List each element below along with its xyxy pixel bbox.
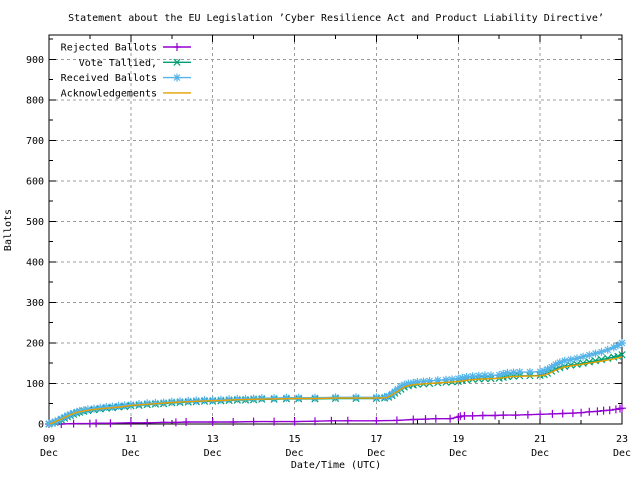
xtick-label-month-19: Dec (449, 448, 467, 459)
xtick-label-month-9: Dec (40, 448, 58, 459)
legend-label-received-ballots: Received Ballots (61, 73, 157, 84)
xtick-label-day-17: 17 (370, 434, 382, 445)
ytick-label-700: 700 (26, 136, 44, 147)
axis-layer: 0 100 200 300 400 500 600 700 800 900 09 Dec 11 Dec 13… (26, 34, 631, 459)
xtick-label-day-13: 13 (207, 434, 219, 445)
xtick-label-month-11: Dec (122, 448, 140, 459)
series-markers-vote-tallied (45, 351, 626, 428)
legend-item-acknowledgements: Acknowledgements (61, 88, 191, 99)
xtick-label-day-19: 19 (452, 434, 464, 445)
series-acknowledgements (48, 356, 623, 425)
legend: Rejected Ballots Vote Tallied, Received Ba… (61, 43, 191, 99)
chart-title: Statement about the EU Legislation ’Cybe… (68, 13, 604, 24)
plot-border (48, 34, 623, 425)
xtick-label-month-17: Dec (367, 448, 385, 459)
legend-item-vote-tallied: Vote Tallied, (79, 58, 191, 69)
xtick-label-day-23: 23 (616, 434, 628, 445)
legend-sample-marker-rejected-ballots (173, 43, 181, 51)
ytick-label-600: 600 (26, 176, 44, 187)
ytick-label-500: 500 (26, 217, 44, 228)
ytick-label-900: 900 (26, 55, 44, 66)
xtick-label-month-21: Dec (531, 448, 549, 459)
legend-item-received-ballots: Received Ballots (61, 73, 191, 84)
xtick-label-day-15: 15 (289, 434, 301, 445)
xtick-label-day-9: 09 (43, 434, 55, 445)
series-line-acknowledgements (48, 356, 623, 425)
legend-label-vote-tallied: Vote Tallied, (79, 58, 157, 69)
series-line-rejected-ballots (49, 407, 623, 425)
xtick-label-day-21: 21 (534, 434, 546, 445)
ytick-label-400: 400 (26, 257, 44, 268)
ytick-label-300: 300 (26, 298, 44, 309)
legend-sample-marker-vote-tallied (173, 58, 181, 66)
legend-label-acknowledgements: Acknowledgements (61, 88, 157, 99)
legend-sample-marker-received-ballots (173, 73, 181, 82)
x-axis-label: Date/Time (UTC) (291, 460, 381, 471)
xtick-label-month-13: Dec (204, 448, 222, 459)
ytick-label-200: 200 (26, 338, 44, 349)
series-layer (45, 339, 626, 428)
ytick-label-0: 0 (38, 420, 44, 431)
y-axis-label: Ballots (3, 209, 14, 251)
legend-item-rejected-ballots: Rejected Ballots (61, 43, 191, 54)
series-vote-tallied (45, 351, 626, 428)
ytick-label-100: 100 (26, 379, 44, 390)
ytick-label-800: 800 (26, 95, 44, 106)
legend-label-rejected-ballots: Rejected Ballots (61, 43, 157, 54)
xtick-label-month-23: Dec (613, 448, 631, 459)
series-line-vote-tallied (48, 354, 623, 425)
xtick-label-month-15: Dec (286, 448, 304, 459)
xtick-label-day-11: 11 (125, 434, 137, 445)
